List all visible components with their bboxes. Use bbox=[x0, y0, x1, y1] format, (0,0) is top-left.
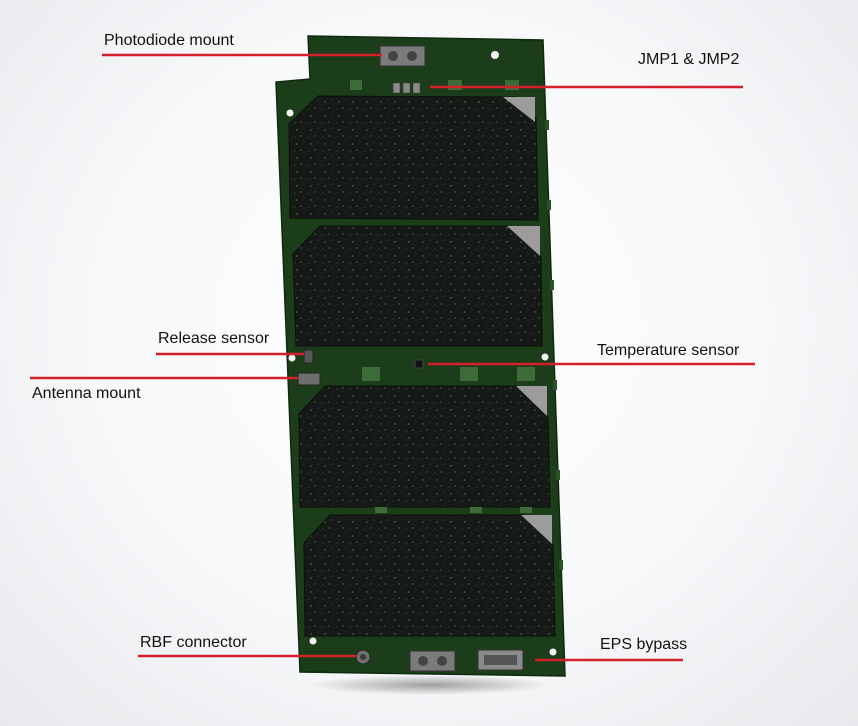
solar-cell-1 bbox=[288, 95, 539, 221]
board-edge-notches bbox=[545, 120, 563, 570]
antenna-mount-label: Antenna mount bbox=[32, 385, 141, 402]
temperature-sensor-label: Temperature sensor bbox=[597, 342, 740, 359]
solar-cell-3 bbox=[298, 385, 551, 508]
release-sensor-label: Release sensor bbox=[158, 330, 270, 347]
pcb-pads bbox=[350, 80, 535, 513]
solar-cell-4 bbox=[303, 514, 556, 637]
rbf-connector-component bbox=[355, 649, 371, 665]
eps-bypass-component bbox=[477, 649, 524, 671]
jmp-label: JMP1 & JMP2 bbox=[638, 51, 740, 68]
bottom-connector-component bbox=[409, 650, 456, 672]
photodiode-mount-component bbox=[379, 45, 426, 67]
release-sensor-component bbox=[303, 349, 314, 364]
antenna-mount-component bbox=[297, 372, 321, 386]
jumper-component bbox=[392, 82, 421, 94]
rbf-connector-label: RBF connector bbox=[140, 634, 247, 651]
mounting-holes bbox=[286, 51, 557, 656]
temperature-sensor-component bbox=[414, 359, 424, 369]
photodiode-mount-label: Photodiode mount bbox=[104, 32, 234, 49]
solar-cell-2 bbox=[292, 225, 543, 347]
board-shadow bbox=[310, 675, 550, 695]
leader-lines bbox=[30, 53, 755, 662]
eps-bypass-label: EPS bypass bbox=[600, 636, 688, 653]
